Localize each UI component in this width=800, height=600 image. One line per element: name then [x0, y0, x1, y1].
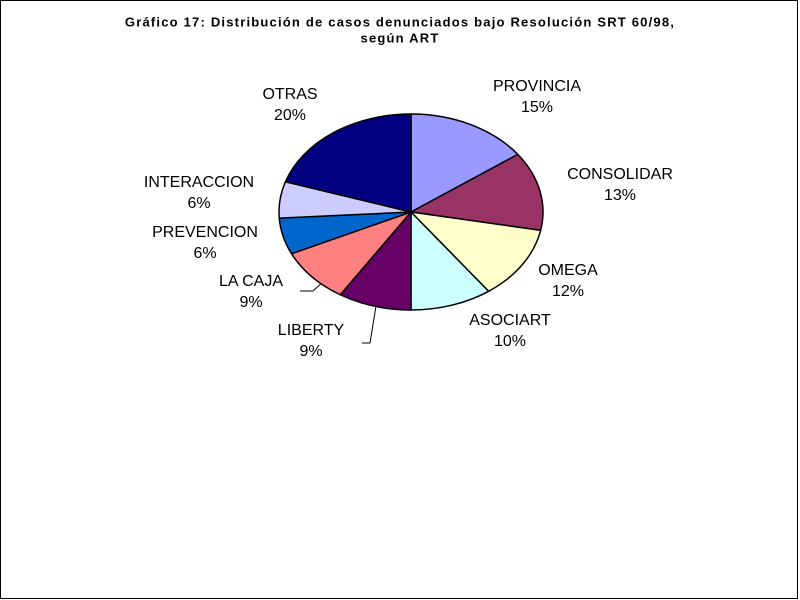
- pie-slice: [284, 113, 412, 213]
- value-label: 15%: [521, 99, 553, 116]
- category-label: PREVENCION: [152, 224, 258, 241]
- pie-slice: [408, 210, 542, 293]
- chart-title: según ART: [361, 30, 440, 45]
- leader-line: [300, 280, 325, 292]
- category-label: LA CAJA: [219, 273, 283, 290]
- value-label: 9%: [299, 343, 322, 360]
- value-label: 10%: [494, 333, 526, 350]
- category-label: ASOCIART: [469, 312, 551, 329]
- category-label: INTERACCION: [144, 174, 254, 191]
- value-label: 12%: [552, 283, 584, 300]
- pie-slice: [410, 113, 520, 214]
- value-label: 6%: [193, 245, 216, 262]
- pie-slice: [408, 153, 544, 232]
- leader-line: [362, 305, 377, 344]
- category-label: OMEGA: [538, 262, 598, 279]
- category-label: PROVINCIA: [493, 78, 581, 95]
- category-label: OTRAS: [262, 86, 317, 103]
- category-label: LIBERTY: [278, 322, 345, 339]
- value-label: 20%: [274, 107, 306, 124]
- value-label: 9%: [239, 294, 262, 311]
- chart-title: Gráfico 17: Distribución de casos denunc…: [125, 14, 675, 29]
- category-label: CONSOLIDAR: [567, 166, 673, 183]
- pie-slice: [410, 210, 490, 311]
- value-label: 13%: [604, 187, 636, 204]
- value-label: 6%: [187, 195, 210, 212]
